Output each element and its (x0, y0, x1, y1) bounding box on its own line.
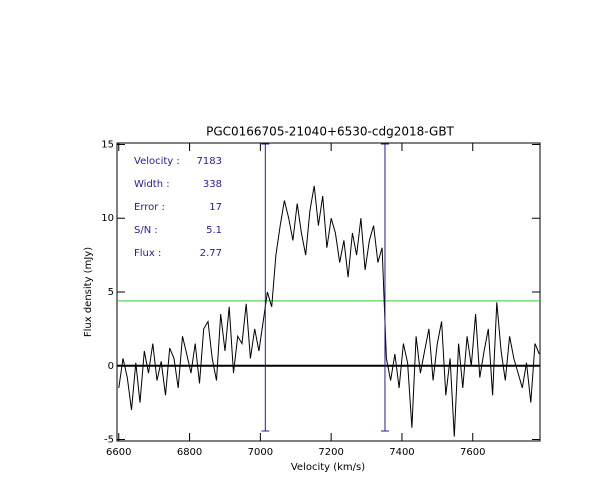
x-tick-label: 7600 (460, 447, 485, 458)
y-axis-label: Flux density (mJy) (83, 247, 94, 337)
annotation-label: Error : (134, 202, 165, 213)
annotation-value: 7183 (197, 156, 222, 167)
x-tick-label: 6600 (106, 447, 131, 458)
x-tick-label: 6800 (177, 447, 202, 458)
annotation-label: S/N : (134, 225, 158, 236)
plot-frame (116, 142, 541, 442)
x-tick-label: 7000 (248, 447, 273, 458)
annotation-label: Width : (134, 179, 170, 190)
x-tick-label: 7400 (389, 447, 414, 458)
y-tick-label: 5 (108, 287, 114, 298)
annotation-value: 2.77 (200, 248, 222, 259)
annotation-value: 17 (209, 202, 222, 213)
y-tick-label: 0 (108, 361, 114, 372)
spectrum-line (118, 185, 540, 437)
y-tick-label: -5 (104, 435, 114, 446)
chart-title: PGC0166705-21040+6530-cdg2018-GBT (206, 125, 454, 139)
annotation-value: 338 (203, 179, 222, 190)
y-tick-label: 10 (101, 213, 114, 224)
y-tick-label: 15 (101, 139, 114, 150)
annotation-value: 5.1 (206, 225, 222, 236)
x-axis-label: Velocity (km/s) (291, 462, 365, 473)
annotation-label: Flux : (134, 248, 161, 259)
annotation-label: Velocity : (134, 156, 180, 167)
x-tick-label: 7200 (318, 447, 343, 458)
